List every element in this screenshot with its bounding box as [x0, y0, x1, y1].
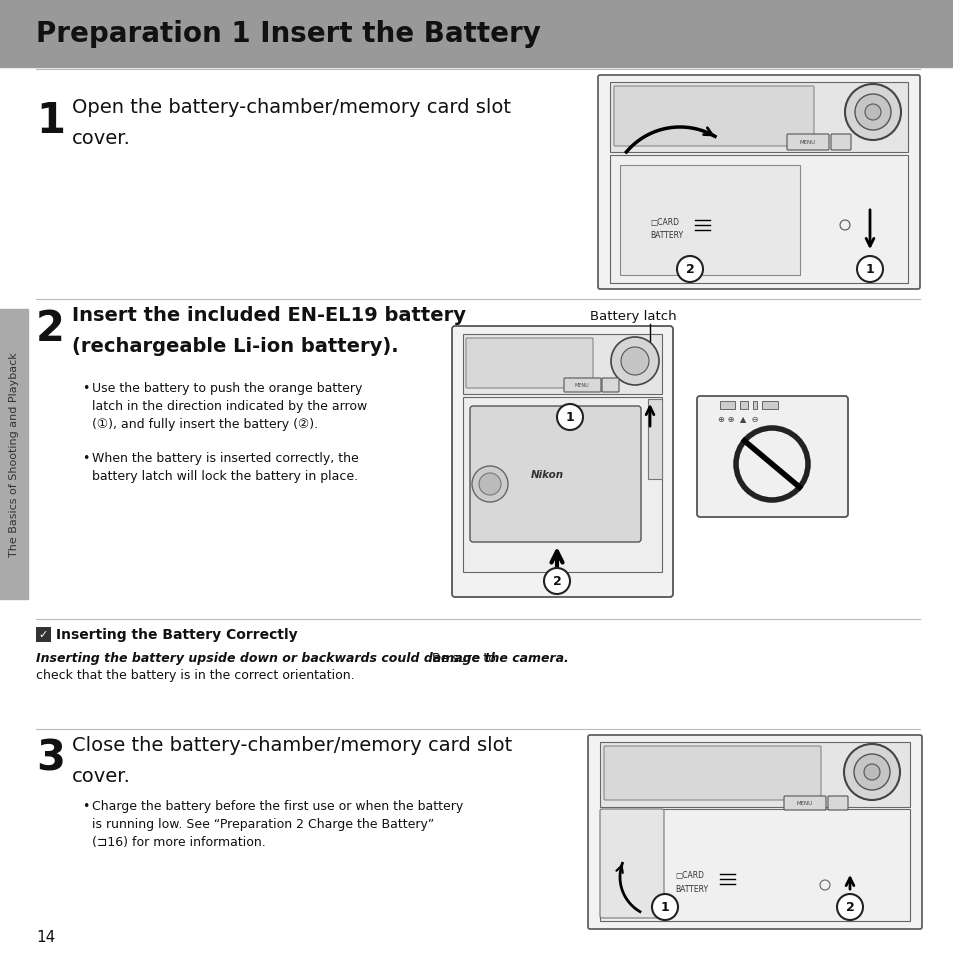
- Text: MENU: MENU: [574, 383, 589, 388]
- Circle shape: [543, 568, 569, 595]
- FancyBboxPatch shape: [614, 87, 813, 147]
- Text: Battery latch: Battery latch: [589, 310, 676, 323]
- Bar: [752, 401, 757, 410]
- Text: 2: 2: [685, 263, 694, 276]
- Circle shape: [478, 474, 500, 496]
- Bar: [740, 401, 747, 410]
- Text: 3: 3: [36, 738, 65, 780]
- Text: •: •: [82, 800, 90, 812]
- FancyBboxPatch shape: [470, 407, 640, 542]
- Text: □CARD: □CARD: [649, 218, 679, 227]
- Text: ✓: ✓: [39, 630, 49, 639]
- Bar: [462, 335, 661, 395]
- Text: Charge the battery before the first use or when the battery
is running low. See : Charge the battery before the first use …: [91, 800, 463, 848]
- Bar: [462, 397, 661, 573]
- FancyBboxPatch shape: [783, 796, 825, 810]
- Circle shape: [854, 95, 890, 131]
- FancyBboxPatch shape: [827, 796, 847, 810]
- FancyBboxPatch shape: [786, 135, 828, 151]
- Circle shape: [836, 894, 862, 920]
- Text: Preparation 1 Insert the Battery: Preparation 1 Insert the Battery: [36, 20, 540, 48]
- Circle shape: [610, 337, 659, 386]
- Text: check that the battery is in the correct orientation.: check that the battery is in the correct…: [36, 668, 355, 681]
- Text: When the battery is inserted correctly, the
battery latch will lock the battery : When the battery is inserted correctly, …: [91, 452, 358, 482]
- Text: 2: 2: [844, 901, 854, 914]
- Circle shape: [863, 764, 879, 781]
- Text: 14: 14: [36, 929, 55, 944]
- Bar: [647, 399, 661, 479]
- Circle shape: [843, 744, 899, 801]
- Bar: [609, 83, 907, 152]
- Text: 2: 2: [36, 308, 65, 350]
- Text: Open the battery-chamber/memory card slot
cover.: Open the battery-chamber/memory card slo…: [71, 98, 511, 148]
- Bar: [720, 401, 734, 410]
- Text: BATTERY: BATTERY: [675, 884, 707, 894]
- Text: MENU: MENU: [796, 801, 812, 805]
- Circle shape: [856, 256, 882, 283]
- Circle shape: [557, 405, 582, 431]
- FancyBboxPatch shape: [601, 378, 618, 393]
- Bar: [36, 627, 51, 642]
- FancyBboxPatch shape: [599, 809, 663, 918]
- FancyBboxPatch shape: [465, 338, 593, 389]
- FancyBboxPatch shape: [830, 135, 850, 151]
- Text: 1: 1: [565, 411, 574, 424]
- FancyBboxPatch shape: [452, 327, 672, 598]
- Text: Inserting the Battery Correctly: Inserting the Battery Correctly: [56, 627, 297, 641]
- Text: □CARD: □CARD: [675, 871, 703, 880]
- Circle shape: [472, 467, 507, 502]
- Circle shape: [844, 85, 900, 141]
- Text: Nikon: Nikon: [530, 470, 563, 479]
- FancyBboxPatch shape: [697, 396, 847, 517]
- Text: 2: 2: [552, 575, 560, 588]
- Text: Insert the included EN-EL19 battery
(rechargeable Li-ion battery).: Insert the included EN-EL19 battery (rec…: [71, 306, 465, 355]
- Bar: [761, 401, 778, 410]
- Text: Inserting the battery upside down or backwards could damage the camera.: Inserting the battery upside down or bac…: [36, 651, 568, 664]
- Bar: [609, 156, 907, 284]
- Bar: [599, 809, 909, 921]
- Circle shape: [864, 105, 880, 121]
- Bar: [599, 742, 909, 807]
- Circle shape: [677, 256, 702, 283]
- Text: BATTERY: BATTERY: [649, 232, 682, 240]
- FancyBboxPatch shape: [563, 378, 600, 393]
- Text: Use the battery to push the orange battery
latch in the direction indicated by t: Use the battery to push the orange batte…: [91, 381, 367, 431]
- FancyBboxPatch shape: [598, 76, 919, 290]
- Bar: [0, 310, 28, 599]
- Text: Be sure to: Be sure to: [36, 651, 496, 664]
- Circle shape: [651, 894, 678, 920]
- Bar: [619, 166, 800, 275]
- Circle shape: [853, 754, 889, 790]
- Text: •: •: [82, 381, 90, 395]
- Text: Close the battery-chamber/memory card slot
cover.: Close the battery-chamber/memory card sl…: [71, 735, 512, 785]
- Text: 1: 1: [36, 100, 65, 142]
- Text: 1: 1: [864, 263, 874, 276]
- FancyBboxPatch shape: [603, 746, 821, 801]
- Text: •: •: [82, 452, 90, 464]
- Text: MENU: MENU: [800, 140, 815, 146]
- Text: ⊕ ⊕  ▲  ⊖: ⊕ ⊕ ▲ ⊖: [718, 415, 758, 423]
- FancyBboxPatch shape: [587, 735, 921, 929]
- Circle shape: [620, 348, 648, 375]
- Text: 1: 1: [659, 901, 669, 914]
- Text: The Basics of Shooting and Playback: The Basics of Shooting and Playback: [9, 353, 19, 557]
- Bar: [0, 0, 953, 68]
